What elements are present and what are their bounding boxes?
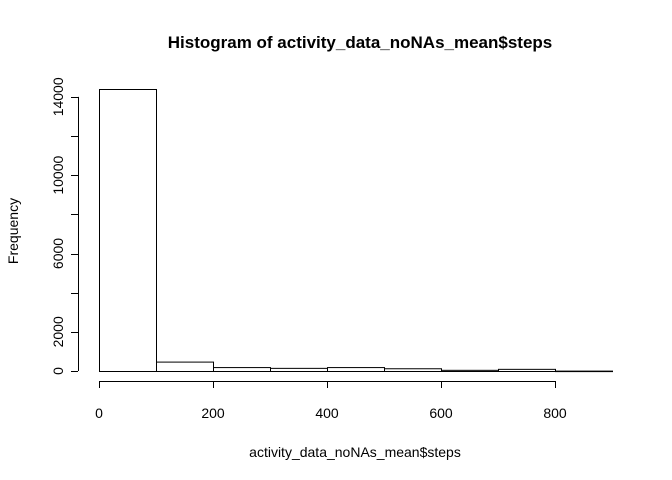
histogram-bar-100-200	[156, 361, 214, 373]
histogram-bar-300-400	[270, 367, 328, 373]
x-tick-label-400: 400	[315, 405, 339, 421]
y-tick-label-0: 0	[50, 367, 66, 375]
histogram-bar-700-800	[498, 368, 556, 372]
x-tick-label-0: 0	[95, 405, 103, 421]
histogram-bar-800-900	[555, 370, 613, 373]
y-tick-label-2000: 2000	[50, 316, 66, 347]
y-tick-label-10000: 10000	[50, 155, 66, 194]
x-tick-label-200: 200	[201, 405, 225, 421]
y-axis-label: Frequency	[5, 198, 21, 264]
y-tick-label-6000: 6000	[50, 238, 66, 269]
x-axis-label: activity_data_noNAs_mean$steps	[249, 444, 461, 460]
histogram-bar-600-700	[441, 369, 499, 373]
histogram-bar-400-500	[327, 367, 385, 373]
y-axis: 0 2000 6000 10000 14000	[50, 77, 79, 375]
histogram-bars	[99, 89, 613, 373]
x-tick-label-800: 800	[543, 405, 567, 421]
histogram-bar-200-300	[213, 367, 271, 373]
histogram-bar-500-600	[384, 368, 442, 372]
x-axis: 0 200 400 600 800	[95, 381, 567, 421]
x-tick-label-600: 600	[429, 405, 453, 421]
y-tick-label-14000: 14000	[50, 77, 66, 116]
chart-title: Histogram of activity_data_noNAs_mean$st…	[168, 33, 553, 52]
histogram-bar-0-100	[99, 89, 157, 372]
